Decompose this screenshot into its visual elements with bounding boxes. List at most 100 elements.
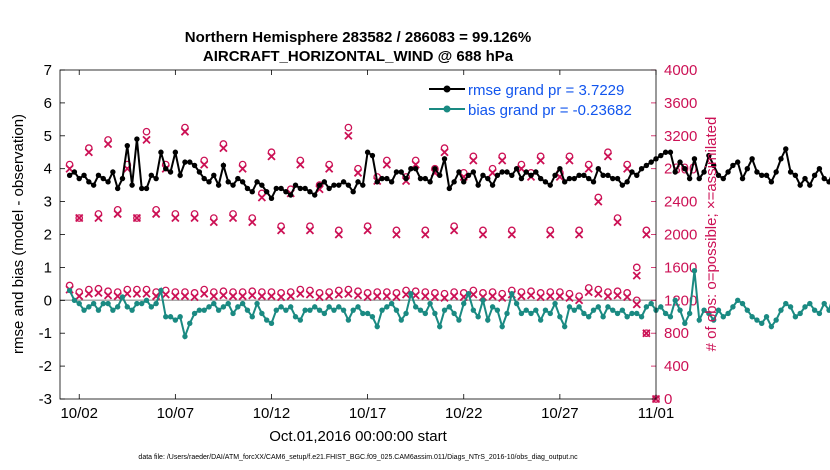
rmse-point [470,169,477,175]
rmse-point [624,179,630,185]
obs-assimilated-marker-low [584,287,593,297]
rmse-point [134,136,140,142]
bias-point [417,307,424,313]
bias-point [139,300,145,307]
legend-rmse-marker [443,85,451,93]
bias-point [461,300,467,307]
rmse-point [648,159,654,165]
rmse-point [263,189,270,195]
y-tick-label: -2 [39,358,52,375]
obs-assimilated-marker-low [430,292,440,302]
rmse-point [66,172,73,178]
bias-point [191,310,198,317]
bias-point [177,314,183,320]
x-tick-label: 10/27 [541,405,579,422]
obs-assimilated-marker-low [315,292,324,302]
x-tick-label: 10/12 [253,405,291,422]
rmse-point [124,142,130,149]
rmse-point [677,159,683,165]
bias-point [561,323,568,330]
rmse-point [802,175,808,182]
bias-point [667,314,674,320]
x-axis-label: Oct.01,2016 00:00:00 start [269,428,447,445]
obs-assimilated-marker-low [113,292,122,301]
bias-point [110,307,116,313]
rmse-point [619,182,626,188]
rmse-point [749,156,755,162]
x-tick-label: 10/02 [60,405,98,422]
bias-point [297,317,304,323]
obs-assimilated-marker-low [238,292,247,301]
rmse-point [552,172,558,178]
bias-point [215,307,222,313]
rmse-point [759,172,765,178]
rmse-point [523,169,529,175]
rmse-point [696,175,702,182]
x-tick-label: 10/07 [157,405,195,422]
obs-assimilated-marker-low [161,290,170,299]
bias-point [211,300,217,307]
rmse-point [110,169,116,175]
bias-point [581,310,587,317]
bias-point [76,300,82,307]
rmse-point [345,182,352,188]
bias-point [735,297,741,303]
rmse-point [634,172,640,178]
rmse-point [412,166,419,172]
bias-point [826,307,830,313]
rmse-point [763,172,770,178]
rmse-point [590,179,597,185]
rmse-point [542,179,549,185]
rmse-point [475,182,481,188]
rmse-point [783,146,789,152]
obs-assimilated-marker [103,139,113,149]
rmse-point [518,175,525,182]
obs-assimilated-marker [113,209,122,219]
bias-point [95,307,102,313]
obs-assimilated-marker-low [574,296,584,305]
obs-assimilated-marker-low [296,289,305,298]
rmse-point [139,185,145,192]
obs-assimilated-marker [132,213,142,223]
bias-point [624,314,630,320]
bias-point [163,314,169,320]
rmse-point [158,149,164,155]
bias-point [384,304,390,310]
rmse-point [715,172,722,178]
obs-assimilated-marker-low [257,292,267,301]
bias-point [398,317,404,323]
rmse-point [754,169,760,175]
bias-point [494,307,501,313]
rmse-point [191,162,198,169]
rmse-point [658,152,664,159]
rmse-point [686,175,693,182]
obs-possible-marker-low [642,329,651,338]
chart-subtitle: AIRCRAFT_HORIZONTAL_WIND @ 688 hPa [203,48,514,65]
obs-assimilated-marker [440,148,449,157]
obs-assimilated-marker [469,156,478,165]
bias-point [196,307,203,313]
obs-assimilated-marker-low [190,292,199,302]
obs-assimilated-marker [334,230,343,239]
bias-point [129,307,135,313]
rmse-point [321,179,328,185]
bias-point [523,307,529,313]
bias-point [393,307,400,313]
obs-assimilated-marker-low [305,290,315,299]
obs-assimilated-marker [171,213,180,223]
y2-tick-label: 400 [664,358,689,375]
bias-point [759,320,765,327]
obs-assimilated-marker-low [209,292,218,301]
y2-tick-label: 800 [664,325,689,342]
rmse-point [283,189,289,195]
rmse-point [220,162,227,169]
y2-tick-label: 3200 [664,128,697,145]
rmse-point [90,182,97,188]
bias-point [283,307,289,313]
bias-point [364,310,371,317]
y-tick-label: 0 [44,292,52,309]
obs-assimilated-marker [421,230,430,239]
obs-possible-marker [142,127,151,136]
rmse-point [672,169,678,175]
obs-assimilated-marker-low [142,289,151,298]
